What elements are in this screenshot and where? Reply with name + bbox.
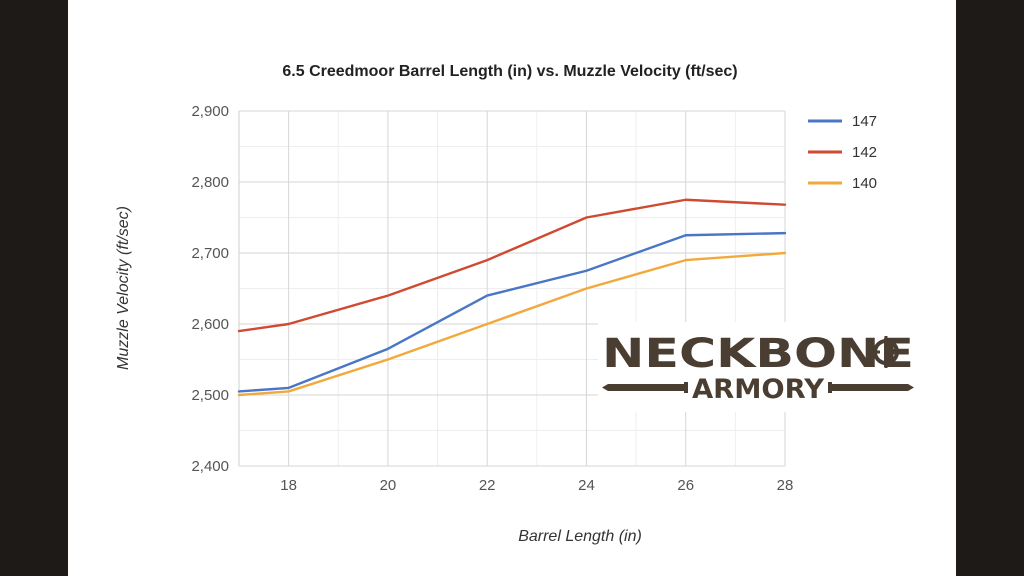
- series-line-140: [237, 251, 787, 397]
- y-tick-label: 2,400: [191, 458, 229, 475]
- chart-series: [237, 198, 787, 397]
- y-axis-ticks: 2,400 2,500 2,600 2,700 2,800 2,900: [191, 103, 229, 475]
- x-tick-label: 22: [479, 477, 496, 494]
- y-axis-label: Muzzle Velocity (ft/sec): [115, 206, 132, 370]
- x-tick-label: 24: [578, 477, 595, 494]
- x-tick-label: 28: [777, 477, 794, 494]
- neckbone-armory-logo: NECKBONE ARMORY: [598, 322, 922, 412]
- logo-top-text: NECKBONE: [602, 331, 914, 377]
- y-tick-label: 2,800: [191, 174, 229, 191]
- y-tick-label: 2,700: [191, 245, 229, 262]
- x-tick-label: 18: [280, 477, 297, 494]
- crosshair-icon: [870, 336, 902, 368]
- bullet-right-icon: [828, 382, 914, 393]
- line-chart: 6.5 Creedmoor Barrel Length (in) vs. Muz…: [115, 63, 922, 545]
- chart-grid: [238, 110, 786, 467]
- legend-label-140: 140: [852, 175, 877, 192]
- chart-legend: 147 142 140: [808, 113, 877, 192]
- legend-label-147: 147: [852, 113, 877, 130]
- legend-label-142: 142: [852, 144, 877, 161]
- chart-title: 6.5 Creedmoor Barrel Length (in) vs. Muz…: [282, 63, 737, 80]
- bullet-left-icon: [602, 382, 688, 393]
- y-tick-label: 2,600: [191, 316, 229, 333]
- x-tick-label: 20: [380, 477, 397, 494]
- chart-frame: 6.5 Creedmoor Barrel Length (in) vs. Muz…: [68, 0, 956, 576]
- logo-bottom-text: ARMORY: [692, 374, 824, 405]
- logo-background: [598, 322, 922, 412]
- x-axis-ticks: 18 20 22 24 26 28: [280, 477, 793, 494]
- x-tick-label: 26: [677, 477, 694, 494]
- series-line-147: [237, 231, 787, 393]
- x-axis-label: Barrel Length (in): [518, 528, 642, 545]
- series-line-142: [237, 198, 787, 333]
- y-tick-label: 2,900: [191, 103, 229, 120]
- y-tick-label: 2,500: [191, 387, 229, 404]
